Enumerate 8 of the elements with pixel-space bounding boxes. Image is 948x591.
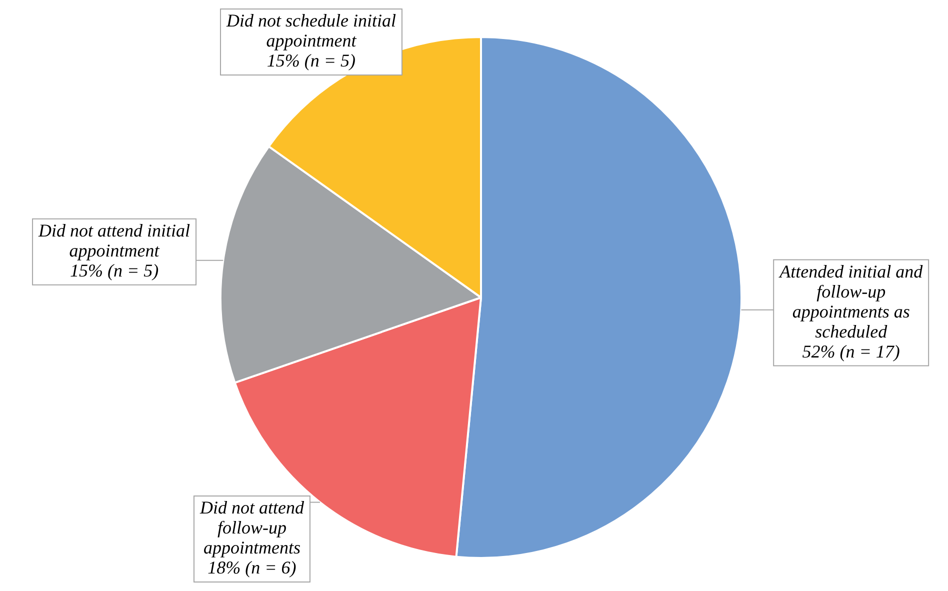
data-label: 18% (n = 6) [208, 558, 296, 578]
data-label: 15% (n = 5) [266, 50, 356, 71]
slice-label: Did not attend initial appointment [38, 220, 190, 261]
data-label: 15% (n = 5) [70, 260, 159, 281]
slice-label: Did not attend follow-up appointments [198, 498, 305, 558]
slice-label: Did not schedule initial appointment [225, 10, 396, 51]
data-label: 52% (n = 17) [802, 341, 900, 362]
slice-label: Attended initial and follow-up appointments as scheduled [778, 261, 924, 342]
